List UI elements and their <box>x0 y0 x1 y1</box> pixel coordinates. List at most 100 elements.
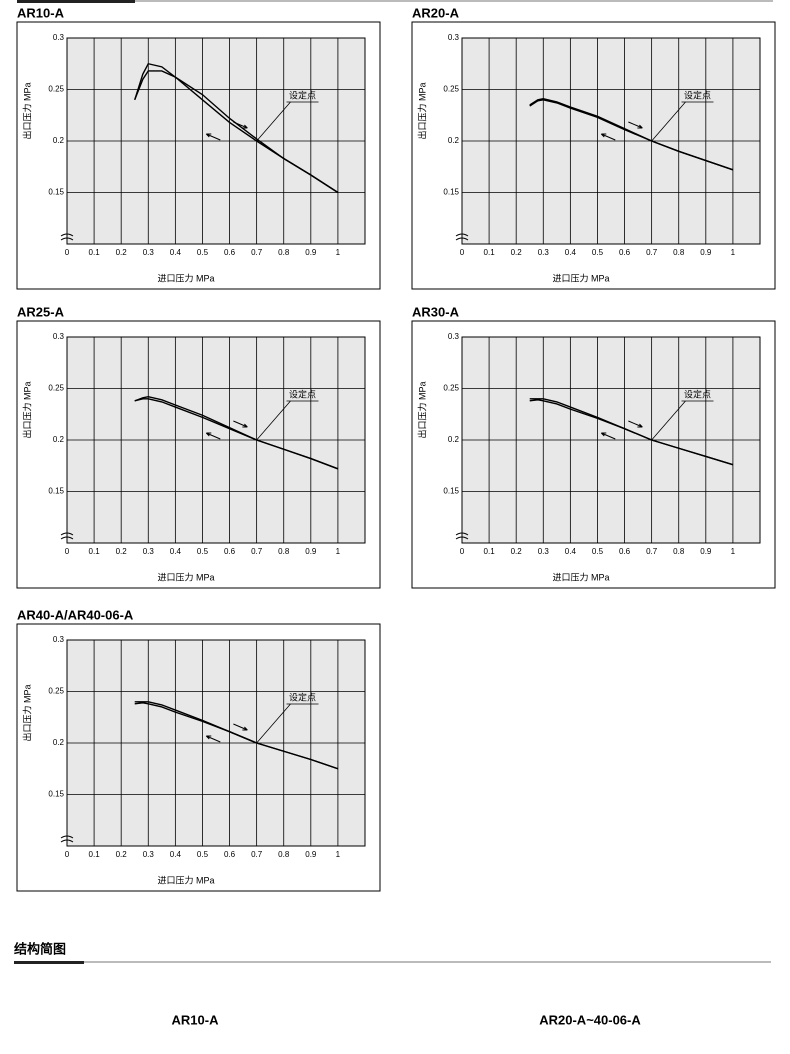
top-bar <box>17 0 135 3</box>
chart-title: AR20-A <box>412 5 460 20</box>
annotation: 设定点 <box>289 691 316 702</box>
x-tick-label: 0.4 <box>170 547 182 556</box>
x-tick-label: 0 <box>65 248 70 257</box>
x-axis-label: 进口压力 MPa <box>157 874 214 885</box>
x-tick-label: 1 <box>336 248 341 257</box>
x-tick-label: 0.4 <box>565 547 577 556</box>
y-tick-label: 0.3 <box>53 33 65 42</box>
y-tick-label: 0.15 <box>443 487 459 496</box>
x-axis-label: 进口压力 MPa <box>552 571 609 582</box>
direction-arrow <box>233 121 248 129</box>
y-axis-label: 出口压力 MPa <box>416 82 427 139</box>
annotation-leader <box>256 400 291 441</box>
x-tick-label: 0.4 <box>170 248 182 257</box>
line-series <box>134 398 339 470</box>
x-tick-label: 0.3 <box>538 248 550 257</box>
x-tick-label: 1 <box>336 850 341 859</box>
annotation-leader <box>651 400 686 441</box>
chart-title: AR10-A <box>17 5 65 20</box>
x-tick-label: 0.3 <box>143 850 155 859</box>
chart-title: AR30-A <box>412 304 460 319</box>
x-tick-label: 0.3 <box>538 547 550 556</box>
x-tick-label: 1 <box>731 547 736 556</box>
axis-break <box>455 233 469 241</box>
x-tick-label: 0.6 <box>619 547 631 556</box>
y-tick-label: 0.15 <box>48 790 64 799</box>
x-tick-label: 0.7 <box>646 547 658 556</box>
direction-arrow <box>628 420 643 428</box>
x-tick-label: 0.7 <box>251 850 263 859</box>
x-tick-label: 0.3 <box>143 248 155 257</box>
chart: AR10-A 0 0.1 0.2 0.3 0.4 0.5 0.6 0.7 0.8 0.9 1 0.15 0… <box>16 5 381 290</box>
annotation: 设定点 <box>289 388 316 399</box>
x-tick-label: 0 <box>65 850 70 859</box>
section-rule <box>84 961 771 963</box>
x-axis-label: 进口压力 MPa <box>157 571 214 582</box>
chart-title: AR40-A/AR40-06-A <box>17 607 134 622</box>
line-series <box>529 399 734 466</box>
x-tick-label: 0.4 <box>170 850 182 859</box>
direction-arrow <box>205 735 221 743</box>
x-tick-label: 0.1 <box>484 547 496 556</box>
x-tick-label: 0.7 <box>251 248 263 257</box>
x-tick-label: 0.1 <box>484 248 496 257</box>
annotation-leader <box>651 101 686 142</box>
annotation: 设定点 <box>684 388 711 399</box>
x-tick-label: 0.5 <box>197 248 209 257</box>
chart: AR20-A 0 0.1 0.2 0.3 0.4 0.5 0.6 0.7 0.8 0.9 1 0.15 0… <box>411 5 776 290</box>
line-series <box>529 99 734 171</box>
chart: AR30-A 0 0.1 0.2 0.3 0.4 0.5 0.6 0.7 0.8 0.9 1 0.15 0… <box>411 304 776 589</box>
direction-arrow <box>628 121 643 129</box>
x-tick-label: 0.1 <box>89 248 101 257</box>
x-tick-label: 0.7 <box>251 547 263 556</box>
x-tick-label: 0.1 <box>89 547 101 556</box>
x-tick-label: 0.9 <box>305 547 317 556</box>
section-bar <box>14 961 84 964</box>
y-tick-label: 0.2 <box>53 435 65 444</box>
axis-break <box>455 532 469 540</box>
y-tick-label: 0.3 <box>53 635 65 644</box>
x-tick-label: 0.9 <box>700 248 712 257</box>
x-tick-label: 0.8 <box>278 850 290 859</box>
line-series <box>134 70 339 194</box>
direction-arrow <box>233 723 248 731</box>
x-tick-label: 0.8 <box>673 248 685 257</box>
x-tick-label: 0.6 <box>224 850 236 859</box>
axis-break <box>60 532 74 540</box>
x-tick-label: 1 <box>731 248 736 257</box>
y-tick-label: 0.2 <box>448 136 460 145</box>
x-tick-label: 0.3 <box>143 547 155 556</box>
x-tick-label: 0.5 <box>592 248 604 257</box>
y-tick-label: 0.3 <box>448 332 460 341</box>
x-tick-label: 1 <box>336 547 341 556</box>
y-axis-label: 出口压力 MPa <box>21 684 32 741</box>
x-tick-label: 0.2 <box>116 547 128 556</box>
y-tick-label: 0.25 <box>443 85 459 94</box>
x-axis-label: 进口压力 MPa <box>157 272 214 283</box>
y-tick-label: 0.25 <box>48 384 64 393</box>
chart: AR40-A/AR40-06-A 0 0.1 0.2 0.3 0.4 0.5 0.6 0.7 0.… <box>16 607 381 892</box>
y-tick-label: 0.2 <box>53 738 65 747</box>
x-tick-label: 0.6 <box>224 547 236 556</box>
x-tick-label: 0.2 <box>511 547 523 556</box>
direction-arrow <box>205 432 221 440</box>
y-tick-label: 0.3 <box>53 332 65 341</box>
annotation: 设定点 <box>289 89 316 100</box>
y-tick-label: 0.25 <box>48 687 64 696</box>
x-tick-label: 0.9 <box>305 850 317 859</box>
x-tick-label: 0.6 <box>224 248 236 257</box>
annotation: 设定点 <box>684 89 711 100</box>
line-series <box>134 702 339 770</box>
x-tick-label: 0.7 <box>646 248 658 257</box>
x-tick-label: 0.2 <box>511 248 523 257</box>
y-axis-label: 出口压力 MPa <box>21 381 32 438</box>
x-tick-label: 0.6 <box>619 248 631 257</box>
y-tick-label: 0.15 <box>48 188 64 197</box>
top-rule <box>135 0 773 2</box>
y-tick-label: 0.25 <box>48 85 64 94</box>
y-tick-label: 0.15 <box>48 487 64 496</box>
x-tick-label: 0.8 <box>278 547 290 556</box>
axis-break <box>60 835 74 843</box>
direction-arrow <box>600 133 616 141</box>
